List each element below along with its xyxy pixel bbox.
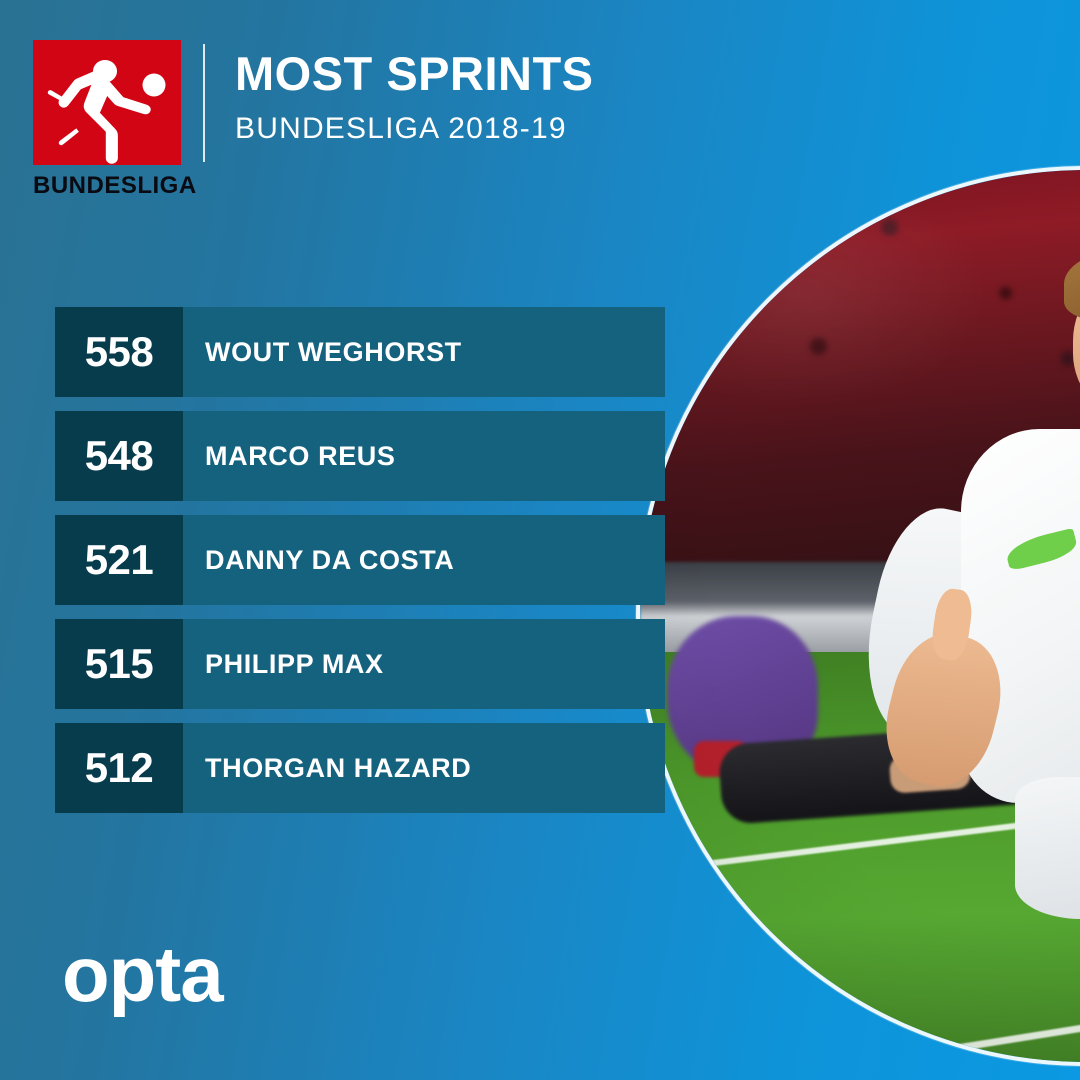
- player-head: [1072, 268, 1080, 420]
- header: BUNDESLIGA MOST SPRINTS BUNDESLIGA 2018-…: [33, 40, 594, 200]
- ranking-value: 521: [55, 515, 183, 605]
- player-photo: 9: [640, 170, 1080, 1062]
- ranking-player-name: PHILIPP MAX: [183, 619, 665, 709]
- header-text: MOST SPRINTS BUNDESLIGA 2018-19: [235, 40, 594, 144]
- ranking-row: 558 WOUT WEGHORST: [55, 307, 665, 397]
- bundesliga-logo: BUNDESLIGA: [33, 40, 197, 200]
- ranking-value: 515: [55, 619, 183, 709]
- player-photo-circle: 9: [636, 166, 1080, 1066]
- page-subtitle: BUNDESLIGA 2018-19: [235, 112, 567, 145]
- ranking-player-name: MARCO REUS: [183, 411, 665, 501]
- ranking-row: 512 THORGAN HAZARD: [55, 723, 665, 813]
- player-shorts: [1014, 776, 1080, 920]
- ranking-value: 558: [55, 307, 183, 397]
- ranking-player-name: DANNY DA COSTA: [183, 515, 665, 605]
- header-divider: [203, 44, 205, 162]
- ranking-chart: 558 WOUT WEGHORST 548 MARCO REUS 521 DANNY DA…: [55, 307, 665, 827]
- ranking-player-name: WOUT WEGHORST: [183, 307, 665, 397]
- ranking-value: 548: [55, 411, 183, 501]
- ranking-player-name: THORGAN HAZARD: [183, 723, 665, 813]
- ranking-row: 515 PHILIPP MAX: [55, 619, 665, 709]
- page-title: MOST SPRINTS: [235, 47, 594, 100]
- bundesliga-wordmark: BUNDESLIGA: [33, 172, 197, 199]
- footballer-icon: [47, 60, 166, 164]
- opta-logo: opta: [62, 930, 224, 1018]
- ranking-row: 521 DANNY DA COSTA: [55, 515, 665, 605]
- ranking-value: 512: [55, 723, 183, 813]
- bundesliga-mark: [33, 40, 181, 165]
- ranking-row: 548 MARCO REUS: [55, 411, 665, 501]
